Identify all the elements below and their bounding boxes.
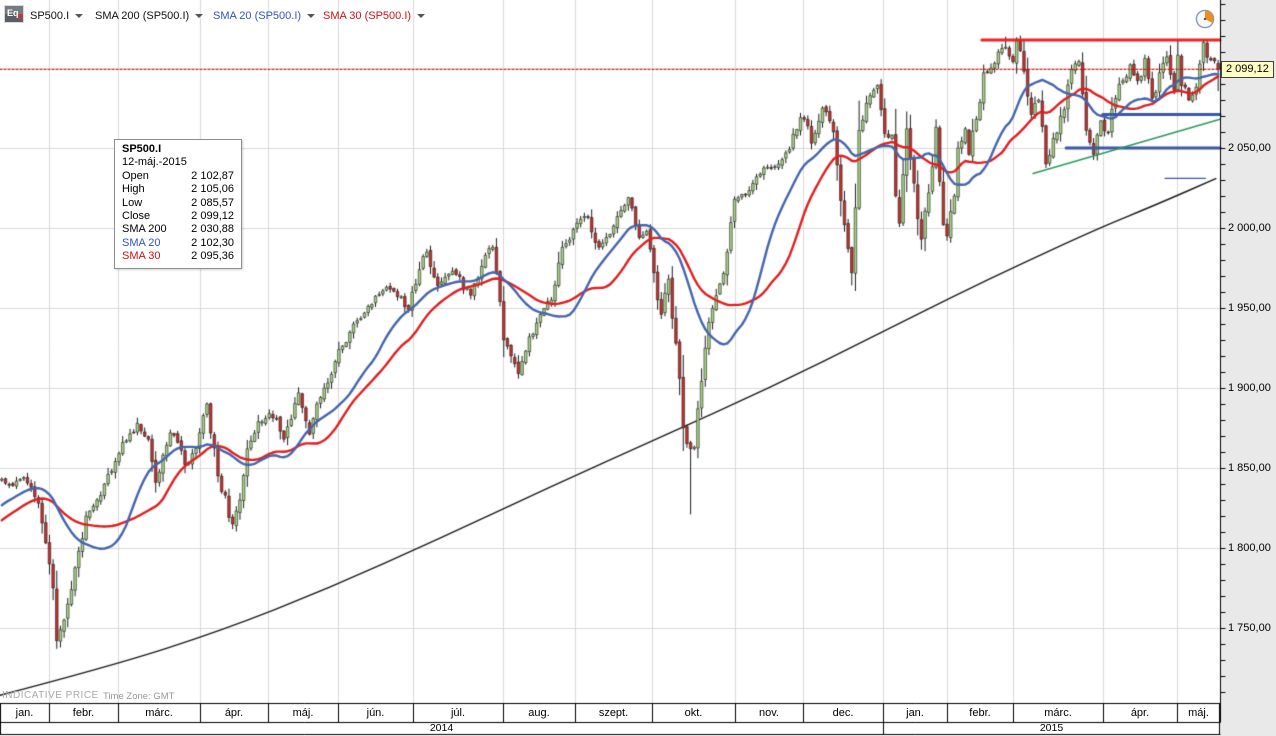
- y-axis-label: 2 000,00: [1228, 221, 1271, 234]
- tooltip-row-label: Low: [122, 196, 143, 209]
- tooltip-row-label: SMA 200: [122, 223, 167, 236]
- tooltip-row-label: High: [122, 183, 145, 196]
- tooltip-row: SMA 20 2 102,30: [122, 237, 234, 250]
- last-price-tag: 2 099,12: [1221, 61, 1274, 78]
- y-axis-label: 2 050,00: [1228, 141, 1271, 154]
- tooltip-row-value: 2 102,87: [191, 169, 234, 182]
- instrument-type-icon: Eq: [4, 5, 24, 23]
- chevron-down-icon: [195, 14, 204, 18]
- x-axis-month-label: jún.: [366, 707, 385, 719]
- x-axis-month-label: ápr.: [224, 707, 244, 719]
- chevron-down-icon: [75, 14, 84, 18]
- x-axis-month-label: dec.: [832, 707, 854, 719]
- tooltip-row-value: 2 030,88: [191, 223, 234, 236]
- tooltip-row-value: 2 085,57: [191, 196, 234, 209]
- tooltip-row-value: 2 102,30: [191, 236, 234, 249]
- x-axis-month-label: szept.: [598, 707, 629, 719]
- timezone-label: Time Zone: GMT: [103, 691, 175, 702]
- x-axis-month-label: máj.: [292, 707, 314, 719]
- x-axis-month-label: aug.: [528, 707, 550, 719]
- tooltip-row: Close 2 099,12: [122, 210, 234, 223]
- tooltip-row: High 2 105,06: [122, 183, 234, 196]
- tooltip-row-label: SMA 30: [122, 250, 161, 263]
- sma30-selector[interactable]: SMA 30 (SP500.I): [323, 10, 426, 22]
- x-axis-month-label: júl.: [450, 707, 466, 719]
- x-axis-month-label: márc.: [1044, 707, 1072, 719]
- x-axis-month-label: nov.: [759, 707, 779, 719]
- svg-text:Eq: Eq: [7, 8, 19, 18]
- tooltip-row-label: SMA 20: [122, 236, 161, 249]
- x-axis-month-label: márc.: [145, 707, 173, 719]
- x-axis-month-label: febr.: [969, 707, 991, 719]
- x-axis-month-label: okt.: [684, 707, 703, 719]
- x-axis-month-label: ápr.: [1130, 707, 1150, 719]
- tooltip-row-label: Close: [122, 210, 151, 223]
- tooltip-instrument-title: SP500.I: [122, 143, 162, 155]
- tooltip-row-value: 2 095,36: [191, 250, 234, 263]
- sma200-label: SMA 200 (SP500.I): [95, 10, 190, 22]
- indicative-price-label: INDICATIVE PRICE: [2, 690, 99, 701]
- y-axis-label: 1 900,00: [1228, 381, 1271, 394]
- tooltip-row-value: 2 105,06: [191, 183, 234, 196]
- x-axis-month-label: jan.: [15, 707, 34, 719]
- sma20-selector[interactable]: SMA 20 (SP500.I): [213, 10, 316, 22]
- x-axis-month-label: febr.: [72, 707, 95, 719]
- y-axis-label: 1 950,00: [1228, 301, 1271, 314]
- instrument-label: SP500.I: [30, 10, 70, 22]
- x-axis-year-label: 2014: [429, 722, 454, 734]
- sma200-selector[interactable]: SMA 200 (SP500.I): [95, 10, 204, 22]
- x-axis-month-label: máj.: [1188, 707, 1209, 719]
- instrument-selector[interactable]: SP500.I: [30, 10, 84, 22]
- tooltip-row-label: Open: [122, 169, 149, 182]
- x-axis-month-label: jan.: [906, 707, 924, 719]
- sma20-label: SMA 20 (SP500.I): [213, 10, 302, 22]
- sma30-label: SMA 30 (SP500.I): [323, 10, 412, 22]
- tooltip-row: Low 2 085,57: [122, 197, 234, 210]
- tooltip-row: SMA 30 2 095,36: [122, 250, 234, 263]
- ohlc-tooltip: SP500.I 12-máj.-2015 Open 2 102,87 High 2 1…: [114, 139, 242, 269]
- tooltip-row: Open 2 102,87: [122, 170, 234, 183]
- y-axis-label: 1 750,00: [1228, 621, 1271, 634]
- tooltip-row-value: 2 099,12: [191, 210, 234, 223]
- chevron-down-icon: [307, 14, 316, 18]
- tooltip-date: 12-máj.-2015: [122, 156, 187, 169]
- tooltip-rows: Open 2 102,87 High 2 105,06 Low 2 085,57 Close…: [122, 170, 234, 264]
- x-axis-year-label: 2015: [1039, 722, 1064, 734]
- tooltip-row: SMA 200 2 030,88: [122, 223, 234, 236]
- chevron-down-icon: [417, 14, 426, 18]
- y-axis-label: 1 850,00: [1228, 461, 1271, 474]
- chart-toolbar: Eq SP500.I SMA 200 (SP500.I) SMA 20 (SP5…: [0, 0, 470, 32]
- y-axis-label: 1 800,00: [1228, 541, 1271, 554]
- clock-icon[interactable]: [1195, 9, 1215, 29]
